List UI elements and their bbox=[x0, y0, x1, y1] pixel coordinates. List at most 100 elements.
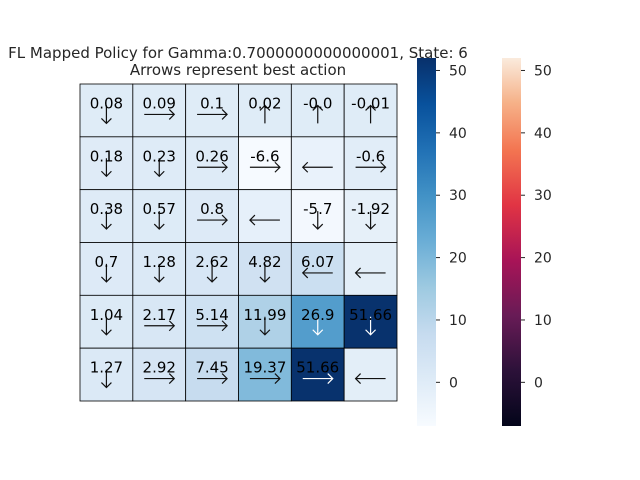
colorbar-tick-label: 40 bbox=[449, 126, 467, 142]
colorbar-tick-label: 20 bbox=[534, 251, 552, 267]
heatmap-cell bbox=[238, 136, 292, 191]
cell-value-label: 11.99 bbox=[243, 306, 286, 324]
cell-value-label: 19.37 bbox=[243, 359, 286, 377]
cell-value-label: 6.07 bbox=[301, 253, 334, 271]
arrow-right-icon bbox=[197, 161, 228, 173]
colorbar-tick-label: 10 bbox=[449, 313, 467, 329]
heatmap-cell bbox=[290, 347, 345, 402]
arrow-left-icon bbox=[249, 214, 280, 226]
arrow-left-icon bbox=[354, 267, 386, 279]
arrow-up-icon bbox=[259, 104, 271, 124]
colorbar-tick-label: 0 bbox=[534, 375, 543, 391]
cell-value-label: -5.7 bbox=[303, 200, 332, 218]
cell-value-label: 2.62 bbox=[195, 253, 228, 271]
cell-value-label: 1.27 bbox=[90, 359, 123, 377]
arrow-down-icon bbox=[153, 158, 165, 178]
cell-value-label: 7.45 bbox=[195, 359, 228, 377]
arrow-down-icon bbox=[153, 211, 165, 230]
arrow-up-icon bbox=[312, 104, 324, 124]
cell-value-label: 4.82 bbox=[248, 253, 281, 271]
heatmap-cell bbox=[290, 242, 345, 296]
cell-value-label: 0.26 bbox=[195, 147, 228, 165]
arrow-down-icon bbox=[100, 369, 112, 389]
arrow-down-icon bbox=[100, 263, 112, 283]
arrow-right-icon bbox=[249, 373, 281, 385]
heatmap-cell bbox=[132, 294, 187, 349]
heatmap-cell bbox=[185, 347, 239, 402]
cell-value-label: 2.92 bbox=[143, 359, 176, 377]
arrow-right-icon bbox=[197, 108, 228, 120]
cell-value-label: 51.66 bbox=[296, 359, 339, 377]
colorbar-tick-label: 20 bbox=[449, 251, 467, 267]
cell-value-label: 0.38 bbox=[90, 200, 123, 218]
cell-value-label: 1.04 bbox=[90, 306, 123, 324]
colorbar-gradient bbox=[502, 58, 521, 426]
heatmap-cell bbox=[343, 347, 398, 402]
arrow-right-icon bbox=[249, 161, 281, 173]
arrow-down-icon bbox=[100, 211, 112, 230]
cell-value-label: -0.6 bbox=[356, 147, 385, 165]
cell-value-label: -0.0 bbox=[303, 94, 332, 112]
arrow-left-icon bbox=[301, 267, 333, 279]
colorbar-tick-label: 30 bbox=[449, 188, 467, 204]
arrow-right-icon bbox=[197, 214, 228, 226]
arrow-up-icon bbox=[365, 104, 377, 124]
arrow-right-icon bbox=[144, 320, 176, 332]
cell-value-label: 0.57 bbox=[143, 200, 176, 218]
cell-value-label: 51.66 bbox=[349, 306, 392, 324]
arrow-down-icon bbox=[312, 211, 324, 230]
arrow-right-icon bbox=[197, 373, 228, 385]
arrow-down-icon bbox=[312, 316, 324, 336]
heatmap-cell bbox=[238, 189, 292, 243]
colorbar-tick-label: 50 bbox=[449, 63, 467, 79]
chart-subtitle: Arrows represent best action bbox=[130, 61, 346, 79]
cell-value-label: 0.7 bbox=[94, 253, 118, 271]
cell-value-label: 0.08 bbox=[90, 94, 123, 112]
arrow-down-icon bbox=[259, 316, 271, 336]
arrow-down-icon bbox=[100, 316, 112, 336]
colorbar-blues: 0 10 20 30 40 50 bbox=[417, 58, 467, 426]
arrow-down-icon bbox=[100, 105, 112, 125]
cell-value-label: 0.09 bbox=[143, 94, 176, 112]
cell-value-label: -6.6 bbox=[250, 147, 279, 165]
colorbar-tick-label: 40 bbox=[534, 126, 552, 142]
arrow-right-icon bbox=[197, 320, 228, 332]
cell-value-label: 0.18 bbox=[90, 147, 123, 165]
colorbar-tick-label: 10 bbox=[534, 313, 552, 329]
heatmap-cell bbox=[185, 83, 239, 138]
colorbar-gradient bbox=[417, 58, 436, 426]
cell-value-label: -0.01 bbox=[351, 94, 390, 112]
heatmap-cell bbox=[185, 294, 239, 349]
heatmap-cells: 0.08 0.09 0.1 0.02 -0.0 -0.01 0.18 0.23 0.26 -6.6… bbox=[79, 83, 398, 402]
arrow-down-icon bbox=[100, 158, 112, 178]
cell-value-label: 2.17 bbox=[143, 306, 176, 324]
cell-value-label: 0.1 bbox=[200, 94, 224, 112]
cell-value-label: 0.8 bbox=[200, 200, 224, 218]
colorbar-tick-label: 50 bbox=[534, 63, 552, 79]
cell-value-label: 1.28 bbox=[143, 253, 176, 271]
heatmap-cell bbox=[132, 347, 187, 402]
arrow-left-icon bbox=[301, 161, 333, 173]
arrow-right-icon bbox=[144, 108, 176, 120]
cell-value-label: 0.23 bbox=[143, 147, 176, 165]
heatmap-cell bbox=[185, 136, 239, 191]
chart-title: FL Mapped Policy for Gamma:0.70000000000… bbox=[8, 44, 468, 62]
heatmap-cell bbox=[343, 242, 398, 296]
arrow-down-icon bbox=[365, 316, 377, 336]
colorbar-tick-label: 0 bbox=[449, 375, 458, 391]
colorbar-rocket: 0 10 20 30 40 50 bbox=[502, 58, 552, 426]
colorbar-tick-label: 30 bbox=[534, 188, 552, 204]
heatmap-cell bbox=[343, 136, 398, 191]
cell-value-label: 26.9 bbox=[301, 306, 334, 324]
arrow-down-icon bbox=[365, 211, 377, 230]
arrow-right-icon bbox=[302, 373, 334, 385]
arrow-left-icon bbox=[354, 373, 386, 385]
cell-value-label: -1.92 bbox=[351, 200, 390, 218]
arrow-down-icon bbox=[206, 263, 218, 283]
arrow-down-icon bbox=[259, 263, 271, 283]
arrow-down-icon bbox=[153, 263, 165, 283]
arrow-right-icon bbox=[144, 373, 176, 385]
heatmap-cell bbox=[132, 83, 187, 138]
heatmap-cell bbox=[185, 189, 239, 243]
